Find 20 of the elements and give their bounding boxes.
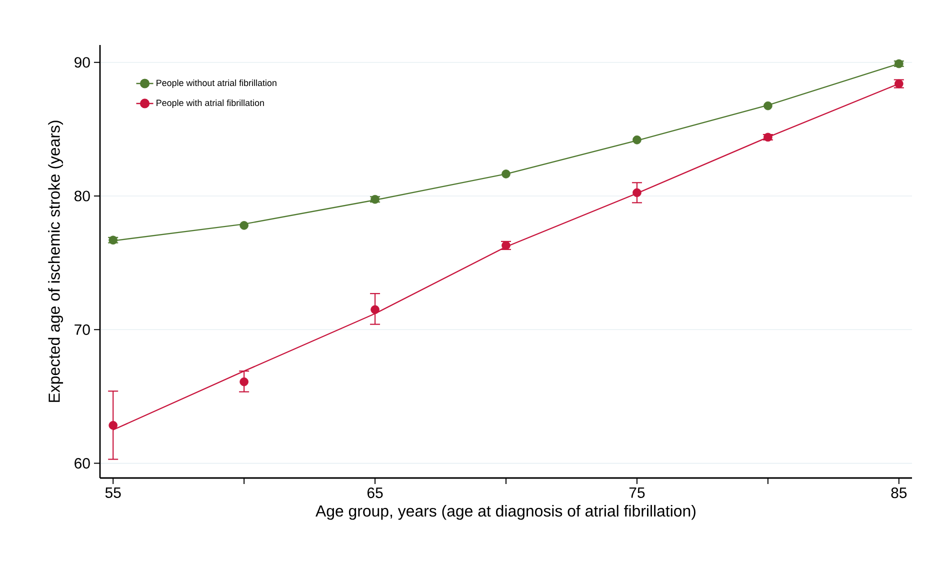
point xyxy=(108,420,118,430)
x-tick-label: 85 xyxy=(891,488,907,498)
point xyxy=(632,188,642,198)
y-tick-label: 80 xyxy=(74,190,90,202)
x-tick-label: 65 xyxy=(367,488,383,498)
legend-label: People without atrial fibrillation xyxy=(156,79,276,88)
legend-label: People with atrial fibrillation xyxy=(156,99,264,108)
point xyxy=(502,170,510,178)
y-axis-title: Expected age of ischemic stroke (years) xyxy=(48,120,64,402)
point xyxy=(764,101,772,110)
x-tick-label: 75 xyxy=(629,488,645,498)
x-axis-title: Age group, years (age at diagnosis of atrial fibrillation) xyxy=(316,504,696,520)
point xyxy=(370,305,380,314)
y-tick-label: 90 xyxy=(74,57,90,68)
point xyxy=(240,377,248,386)
y-tick-label: 70 xyxy=(74,324,90,335)
point xyxy=(632,135,642,144)
y-tick-label: 60 xyxy=(74,458,90,469)
x-tick-label: 55 xyxy=(105,488,121,498)
point xyxy=(240,221,248,230)
